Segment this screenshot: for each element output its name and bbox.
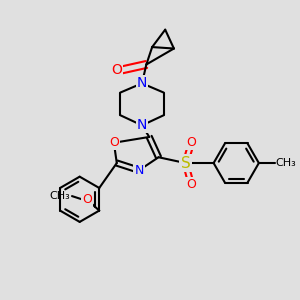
Text: O: O xyxy=(111,63,122,77)
Text: N: N xyxy=(137,76,147,90)
Text: O: O xyxy=(186,136,196,149)
Text: O: O xyxy=(109,136,119,149)
Text: S: S xyxy=(181,155,190,170)
Text: O: O xyxy=(186,178,196,191)
Text: N: N xyxy=(134,164,144,177)
Text: O: O xyxy=(82,193,92,206)
Text: N: N xyxy=(137,118,147,132)
Text: CH₃: CH₃ xyxy=(49,191,70,201)
Text: CH₃: CH₃ xyxy=(275,158,296,168)
